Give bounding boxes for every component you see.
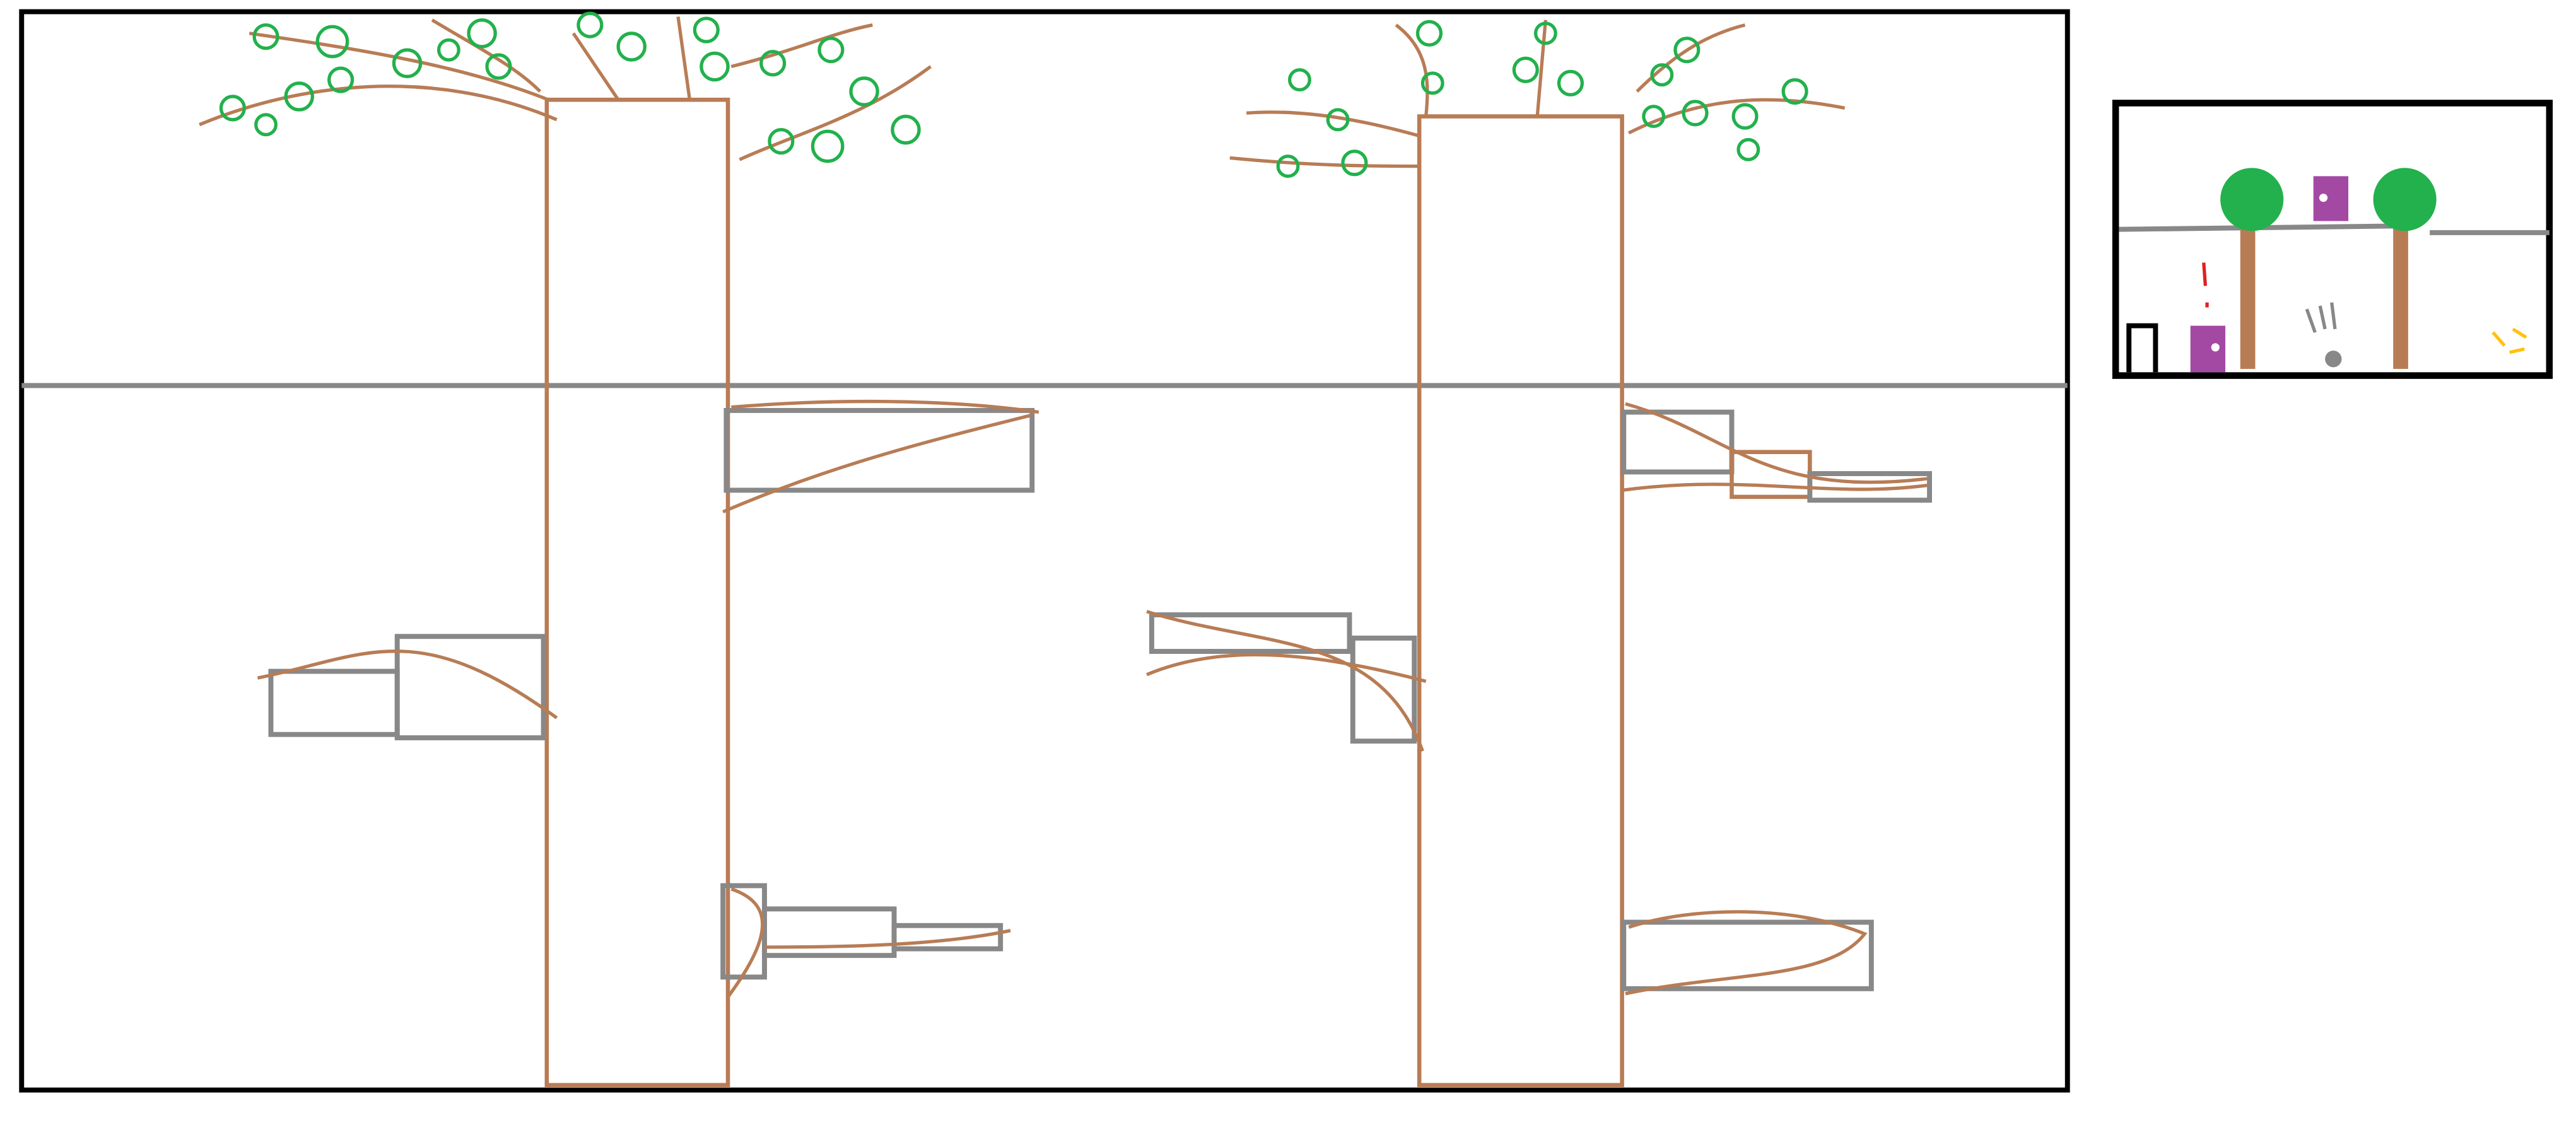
- branches: [199, 16, 932, 161]
- sparkle: [2491, 327, 2527, 354]
- trunk: [1417, 114, 1624, 1087]
- door-knob: [2211, 343, 2220, 352]
- minimap-canopy: [2373, 168, 2437, 231]
- alert-mark: [2202, 262, 2209, 308]
- root: [722, 399, 1039, 514]
- foliage: [1276, 20, 1808, 178]
- trunk: [544, 97, 730, 1087]
- foliage: [219, 11, 921, 163]
- platform: [723, 407, 1035, 493]
- platform: [1621, 919, 1874, 991]
- branches: [1229, 20, 1846, 168]
- root: [1622, 402, 1928, 492]
- platform: [268, 668, 400, 737]
- minimap-trunk: [2240, 224, 2256, 370]
- root: [257, 650, 558, 720]
- tree-left: [199, 11, 1039, 1087]
- level-frame: [19, 9, 2070, 1093]
- minimap-trunk: [2393, 224, 2408, 370]
- platform: [1350, 635, 1417, 744]
- platform: [891, 923, 1004, 952]
- door-knob: [2319, 194, 2328, 202]
- minimap: [2112, 100, 2553, 379]
- door: [2313, 176, 2349, 221]
- minimap-canopy: [2220, 168, 2284, 231]
- minimap-frame: [2112, 100, 2553, 379]
- platform: [1149, 612, 1352, 654]
- root: [726, 887, 1011, 998]
- platform: [1621, 409, 1735, 475]
- door: [2190, 325, 2226, 373]
- root: [1146, 610, 1427, 752]
- rock: [2325, 351, 2342, 368]
- tree-right: [1146, 20, 1932, 1087]
- platform: [394, 634, 546, 740]
- root: [1625, 910, 1868, 996]
- entrance: [2126, 323, 2158, 373]
- motion-lines: [2305, 302, 2337, 333]
